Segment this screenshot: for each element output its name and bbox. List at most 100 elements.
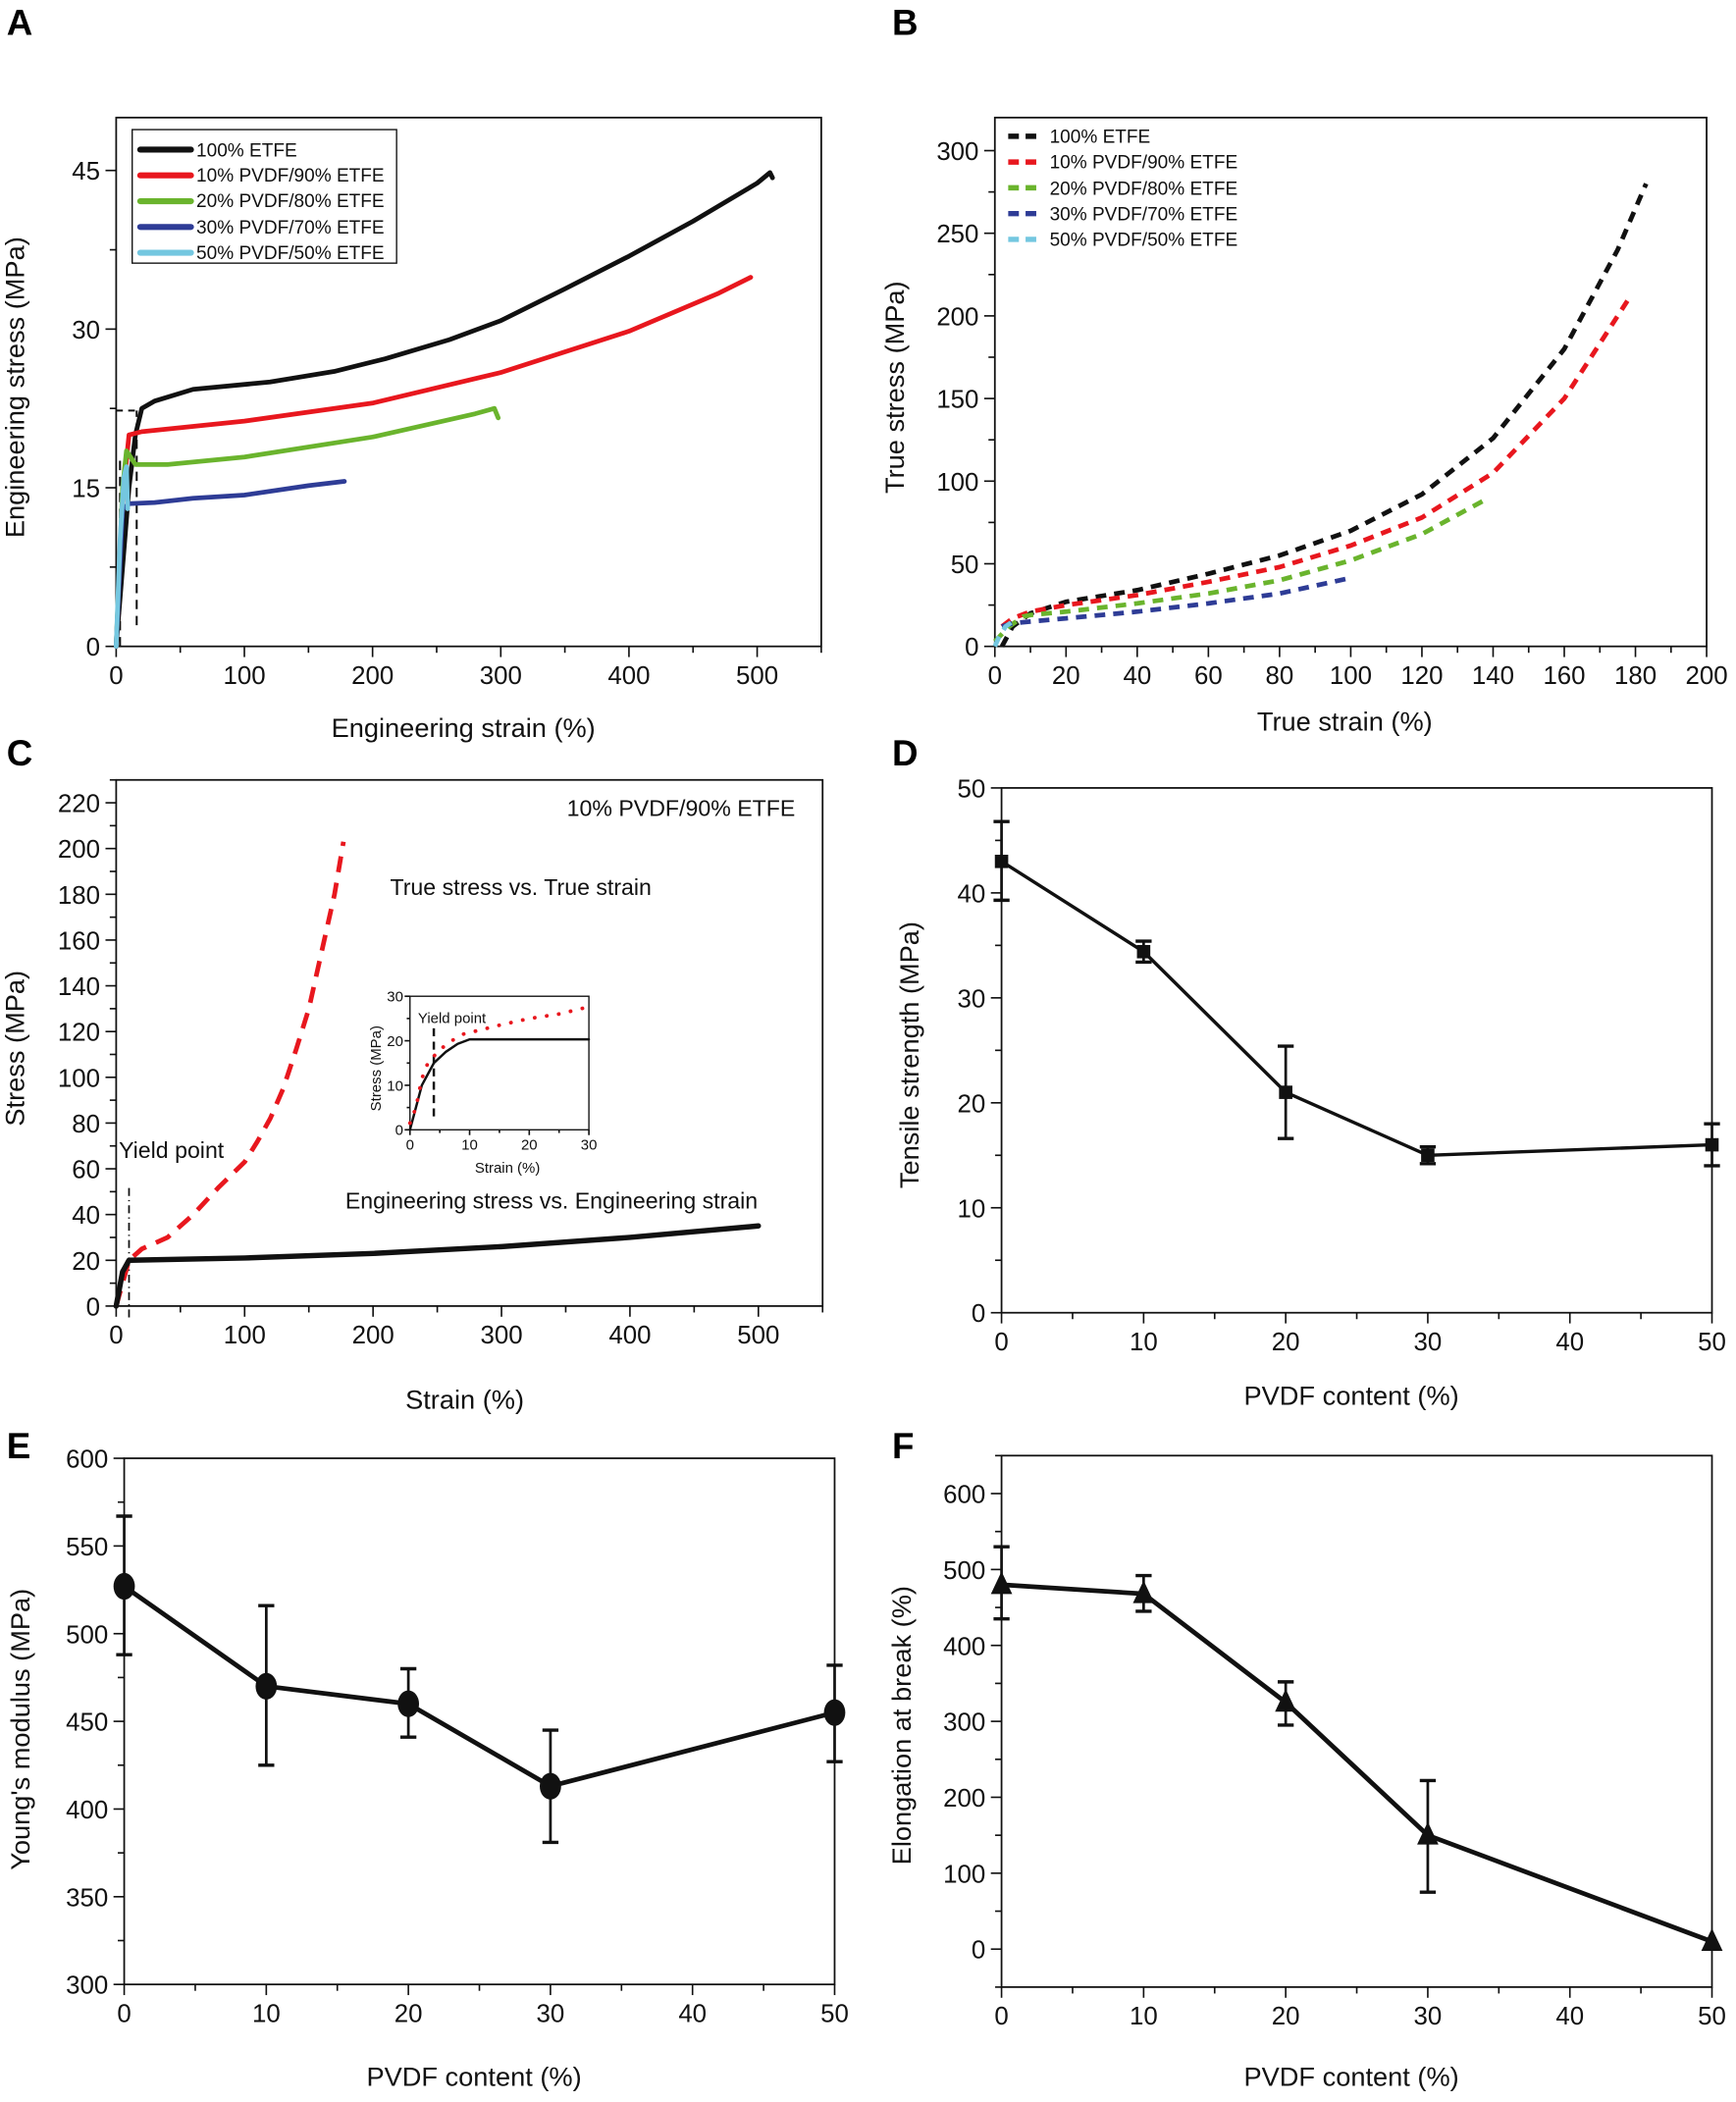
b-y-tick-label: 250 — [936, 221, 978, 248]
b-y-tick-label: 100 — [936, 469, 978, 497]
inset-y-tick-label: 0 — [395, 1123, 403, 1139]
panel-letter-d: D — [892, 733, 919, 773]
b-series-line — [992, 619, 1015, 648]
a-series-line — [114, 479, 347, 650]
inset-y-axis-label: Stress (MPa) — [368, 1025, 385, 1111]
b-x-tick-label: 200 — [1686, 662, 1728, 690]
b-series-line — [1001, 576, 1348, 629]
d-x-tick-label: 30 — [1414, 1329, 1443, 1356]
f-y-tick-label: 600 — [943, 1482, 985, 1509]
inset-y-tick-label: 30 — [387, 989, 403, 1006]
d-y-axis-label: Tensile strength (MPa) — [894, 921, 924, 1188]
a-legend-label: 20% PVDF/80% ETFE — [196, 191, 385, 212]
inset-x-axis-label: Strain (%) — [475, 1160, 540, 1177]
c-y-tick-label: 80 — [72, 1111, 100, 1138]
b-legend-label: 30% PVDF/70% ETFE — [1050, 205, 1238, 226]
c-series-line-true — [114, 841, 346, 1307]
b-x-tick-label: 80 — [1266, 662, 1294, 690]
d-series-line — [999, 860, 1714, 1157]
f-plot-frame — [1000, 1454, 1713, 1988]
c-annotation-yield: Yield point — [119, 1137, 225, 1163]
b-x-tick-label: 180 — [1614, 662, 1657, 690]
d-x-tick-label: 10 — [1130, 1329, 1158, 1356]
c-y-tick-label: 120 — [58, 1020, 100, 1047]
a-axes: 0 100 200 300 400 500 0 15 30 45 — [72, 116, 822, 690]
inset-axes: 0 10 20 30 0 10 20 30 — [387, 989, 597, 1154]
e-y-tick-label: 450 — [66, 1709, 108, 1737]
c-series-line-engineering — [113, 1223, 762, 1309]
e-plot-frame — [123, 1457, 836, 1986]
a-x-tick-label: 100 — [223, 662, 265, 690]
inset-series-line-true — [407, 1006, 585, 1126]
f-data-point — [1275, 1689, 1297, 1712]
f-x-tick-label: 40 — [1555, 2003, 1584, 2030]
d-x-tick-label: 40 — [1555, 1329, 1584, 1356]
panel-letter-f: F — [892, 1426, 914, 1466]
inset-x-tick-label: 10 — [461, 1137, 478, 1154]
c-x-tick-label: 400 — [608, 1322, 651, 1349]
a-legend-label: 50% PVDF/50% ETFE — [196, 243, 385, 264]
f-data-point — [990, 1571, 1013, 1595]
d-x-tick-label: 0 — [994, 1329, 1008, 1356]
b-y-tick-label: 200 — [936, 303, 978, 331]
inset-x-tick-label: 20 — [521, 1137, 538, 1154]
c-y-tick-label: 20 — [72, 1248, 100, 1276]
b-legend: 100% ETFE 10% PVDF/90% ETFE 20% PVDF/80%… — [1008, 128, 1238, 250]
e-x-tick-label: 50 — [820, 2000, 849, 2027]
c-y-tick-label: 140 — [58, 973, 100, 1001]
panel-letter-b: B — [892, 2, 919, 42]
c-axes: 0 100 200 300 400 500020406080100120140160180… — [58, 778, 824, 1349]
e-x-tick-label: 40 — [678, 2000, 707, 2027]
f-x-tick-label: 20 — [1272, 2003, 1300, 2030]
c-y-axis-label: Stress (MPa) — [0, 971, 29, 1127]
e-y-tick-label: 550 — [66, 1534, 108, 1561]
inset-x-tick-label: 0 — [406, 1137, 414, 1154]
d-data-point — [1705, 1137, 1719, 1152]
b-series-line — [993, 497, 1488, 644]
c-x-tick-label: 100 — [224, 1322, 266, 1349]
d-y-tick-label: 20 — [957, 1090, 985, 1118]
inset-series-line-engineering — [408, 1037, 591, 1131]
e-x-tick-label: 0 — [117, 2000, 131, 2027]
c-y-tick-label: 0 — [86, 1293, 100, 1321]
e-series-line — [122, 1584, 837, 1789]
f-y-tick-label: 300 — [943, 1709, 985, 1737]
inset-y-tick-label: 10 — [387, 1077, 403, 1094]
inset-x-tick-label: 30 — [581, 1137, 598, 1154]
b-x-tick-label: 60 — [1194, 662, 1223, 690]
e-data-point — [255, 1672, 278, 1700]
b-axes: 0 20 40 60 80 100 120 140 160 180 200 0 50 100 150 200 2… — [936, 116, 1728, 690]
a-y-tick-label: 0 — [86, 634, 100, 661]
f-x-tick-label: 30 — [1414, 2003, 1443, 2030]
e-x-axis-label: PVDF content (%) — [366, 2062, 581, 2092]
a-y-tick-label: 30 — [72, 317, 100, 344]
d-x-axis-label: PVDF content (%) — [1243, 1381, 1458, 1411]
e-y-tick-label: 500 — [66, 1621, 108, 1649]
d-y-tick-label: 30 — [957, 985, 985, 1013]
panel-letter-c: C — [7, 733, 33, 773]
d-data-point — [1421, 1148, 1435, 1163]
a-x-tick-label: 200 — [351, 662, 394, 690]
b-x-axis-label: True strain (%) — [1257, 706, 1433, 736]
f-x-tick-label: 0 — [994, 2003, 1008, 2030]
a-legend-label: 30% PVDF/70% ETFE — [196, 218, 385, 238]
f-y-tick-label: 100 — [943, 1861, 985, 1888]
c-y-tick-label: 200 — [58, 836, 100, 864]
inset-annotation-yield: Yield point — [418, 1010, 487, 1026]
e-y-tick-label: 300 — [66, 1972, 108, 2000]
b-x-tick-label: 140 — [1472, 662, 1514, 690]
f-data-point — [1132, 1580, 1155, 1603]
c-x-tick-label: 200 — [352, 1322, 395, 1349]
b-y-tick-label: 150 — [936, 387, 978, 414]
c-y-tick-label: 100 — [58, 1065, 100, 1092]
b-x-tick-label: 40 — [1123, 662, 1151, 690]
b-legend-label: 20% PVDF/80% ETFE — [1050, 180, 1238, 200]
c-x-tick-label: 300 — [480, 1322, 522, 1349]
a-series-line — [114, 405, 501, 650]
b-y-tick-label: 0 — [965, 634, 978, 661]
e-data-point — [823, 1699, 846, 1726]
d-x-tick-label: 50 — [1698, 1329, 1726, 1356]
f-x-tick-label: 10 — [1130, 2003, 1158, 2030]
e-x-tick-label: 20 — [395, 2000, 423, 2027]
